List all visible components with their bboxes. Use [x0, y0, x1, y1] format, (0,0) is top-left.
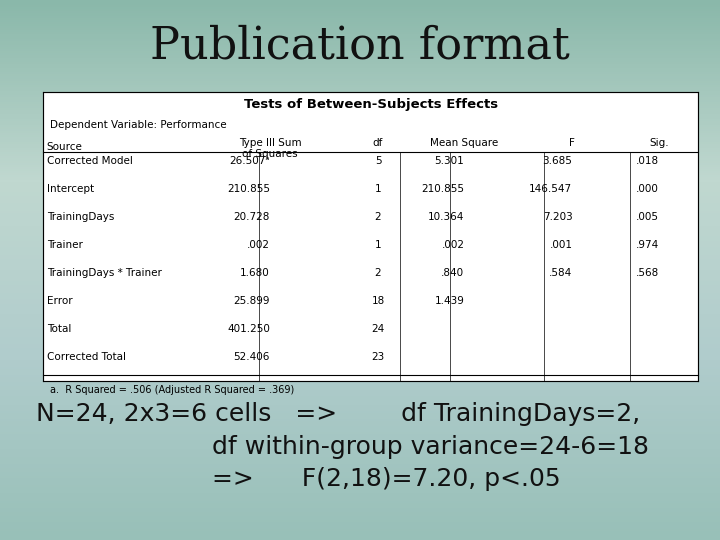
Text: 401.250: 401.250: [227, 324, 270, 334]
Text: 1: 1: [374, 184, 382, 194]
Text: 146.547: 146.547: [529, 184, 572, 194]
Text: .002: .002: [247, 240, 270, 250]
Text: Corrected Model: Corrected Model: [47, 156, 132, 166]
Text: .018: .018: [636, 156, 659, 166]
Text: Corrected Total: Corrected Total: [47, 352, 126, 362]
Text: df: df: [373, 138, 383, 148]
Text: Source: Source: [47, 141, 83, 152]
FancyBboxPatch shape: [43, 92, 698, 381]
Text: TrainingDays: TrainingDays: [47, 212, 114, 222]
Text: 3.685: 3.685: [543, 156, 572, 166]
Text: Trainer: Trainer: [47, 240, 83, 250]
Text: .584: .584: [549, 268, 572, 278]
Text: .840: .840: [441, 268, 464, 278]
Text: 5: 5: [374, 156, 382, 166]
Text: 10.364: 10.364: [428, 212, 464, 222]
Text: N=24, 2x3=6 cells   =>        df TrainingDays=2,: N=24, 2x3=6 cells => df TrainingDays=2,: [36, 402, 640, 426]
Text: Tests of Between-Subjects Effects: Tests of Between-Subjects Effects: [244, 98, 498, 111]
Text: .001: .001: [549, 240, 572, 250]
Text: 23: 23: [372, 352, 384, 362]
Text: 5.301: 5.301: [435, 156, 464, 166]
Text: 25.899: 25.899: [233, 296, 270, 306]
Text: 210.855: 210.855: [227, 184, 270, 194]
Text: 210.855: 210.855: [421, 184, 464, 194]
Text: Error: Error: [47, 296, 73, 306]
Text: TrainingDays * Trainer: TrainingDays * Trainer: [47, 268, 162, 278]
Text: .005: .005: [636, 212, 659, 222]
Text: 52.406: 52.406: [233, 352, 270, 362]
Text: Sig.: Sig.: [649, 138, 669, 148]
Text: 2: 2: [374, 268, 382, 278]
Text: 2: 2: [374, 212, 382, 222]
Text: =>      F(2,18)=7.20, p<.05: => F(2,18)=7.20, p<.05: [212, 467, 561, 491]
Text: .000: .000: [636, 184, 659, 194]
Text: Total: Total: [47, 324, 71, 334]
Text: .568: .568: [636, 268, 659, 278]
Text: F: F: [570, 138, 575, 148]
Text: .974: .974: [636, 240, 659, 250]
Text: df within-group variance=24-6=18: df within-group variance=24-6=18: [212, 435, 649, 458]
Text: Intercept: Intercept: [47, 184, 94, 194]
Text: 1.439: 1.439: [435, 296, 464, 306]
Text: 1: 1: [374, 240, 382, 250]
Text: .002: .002: [441, 240, 464, 250]
Text: 18: 18: [372, 296, 384, 306]
Text: 7.203: 7.203: [543, 212, 572, 222]
Text: 20.728: 20.728: [233, 212, 270, 222]
Text: 24: 24: [372, 324, 384, 334]
Text: a.  R Squared = .506 (Adjusted R Squared = .369): a. R Squared = .506 (Adjusted R Squared …: [50, 385, 294, 395]
Text: Publication format: Publication format: [150, 24, 570, 68]
Text: Type III Sum
of Squares: Type III Sum of Squares: [239, 138, 301, 159]
Text: 1.680: 1.680: [240, 268, 270, 278]
Text: Dependent Variable: Performance: Dependent Variable: Performance: [50, 120, 227, 130]
Text: 26.507ᵃ: 26.507ᵃ: [230, 156, 270, 166]
Text: Mean Square: Mean Square: [431, 138, 498, 148]
